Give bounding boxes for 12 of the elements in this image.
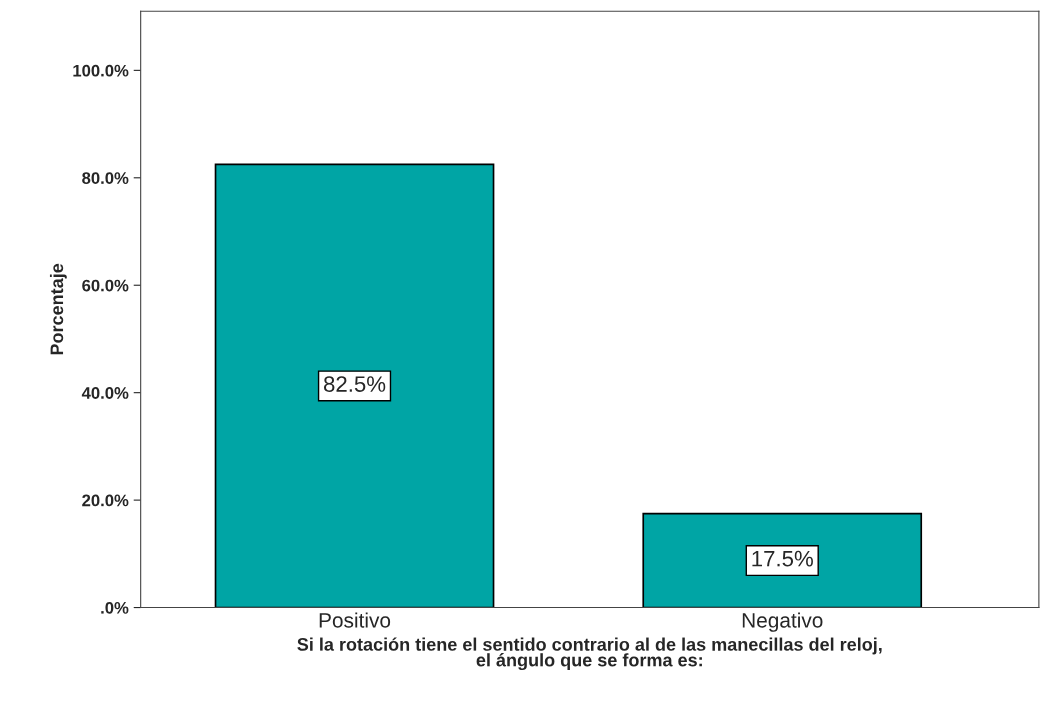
y-tick-label: 100.0% [73,64,129,77]
y-tick-label: 40.0% [81,387,129,399]
x-tick-label: Negativo [742,612,823,632]
y-tick-label: .0% [101,601,129,614]
x-axis-title: Si la rotación tiene el sentido contrario al de las manecillas del reloj, el ángulo que se forma es: [297,637,882,671]
data-label: 17.5% [752,550,813,567]
y-tick-label: 20.0% [82,494,129,507]
x-tick-label: Positivo [319,612,391,628]
y-tick-label: 60.0% [82,279,129,292]
y-axis-title: Porcentaje [49,263,67,355]
data-label: 82.5% [323,376,386,392]
y-tick-label: 80.0% [82,172,129,184]
